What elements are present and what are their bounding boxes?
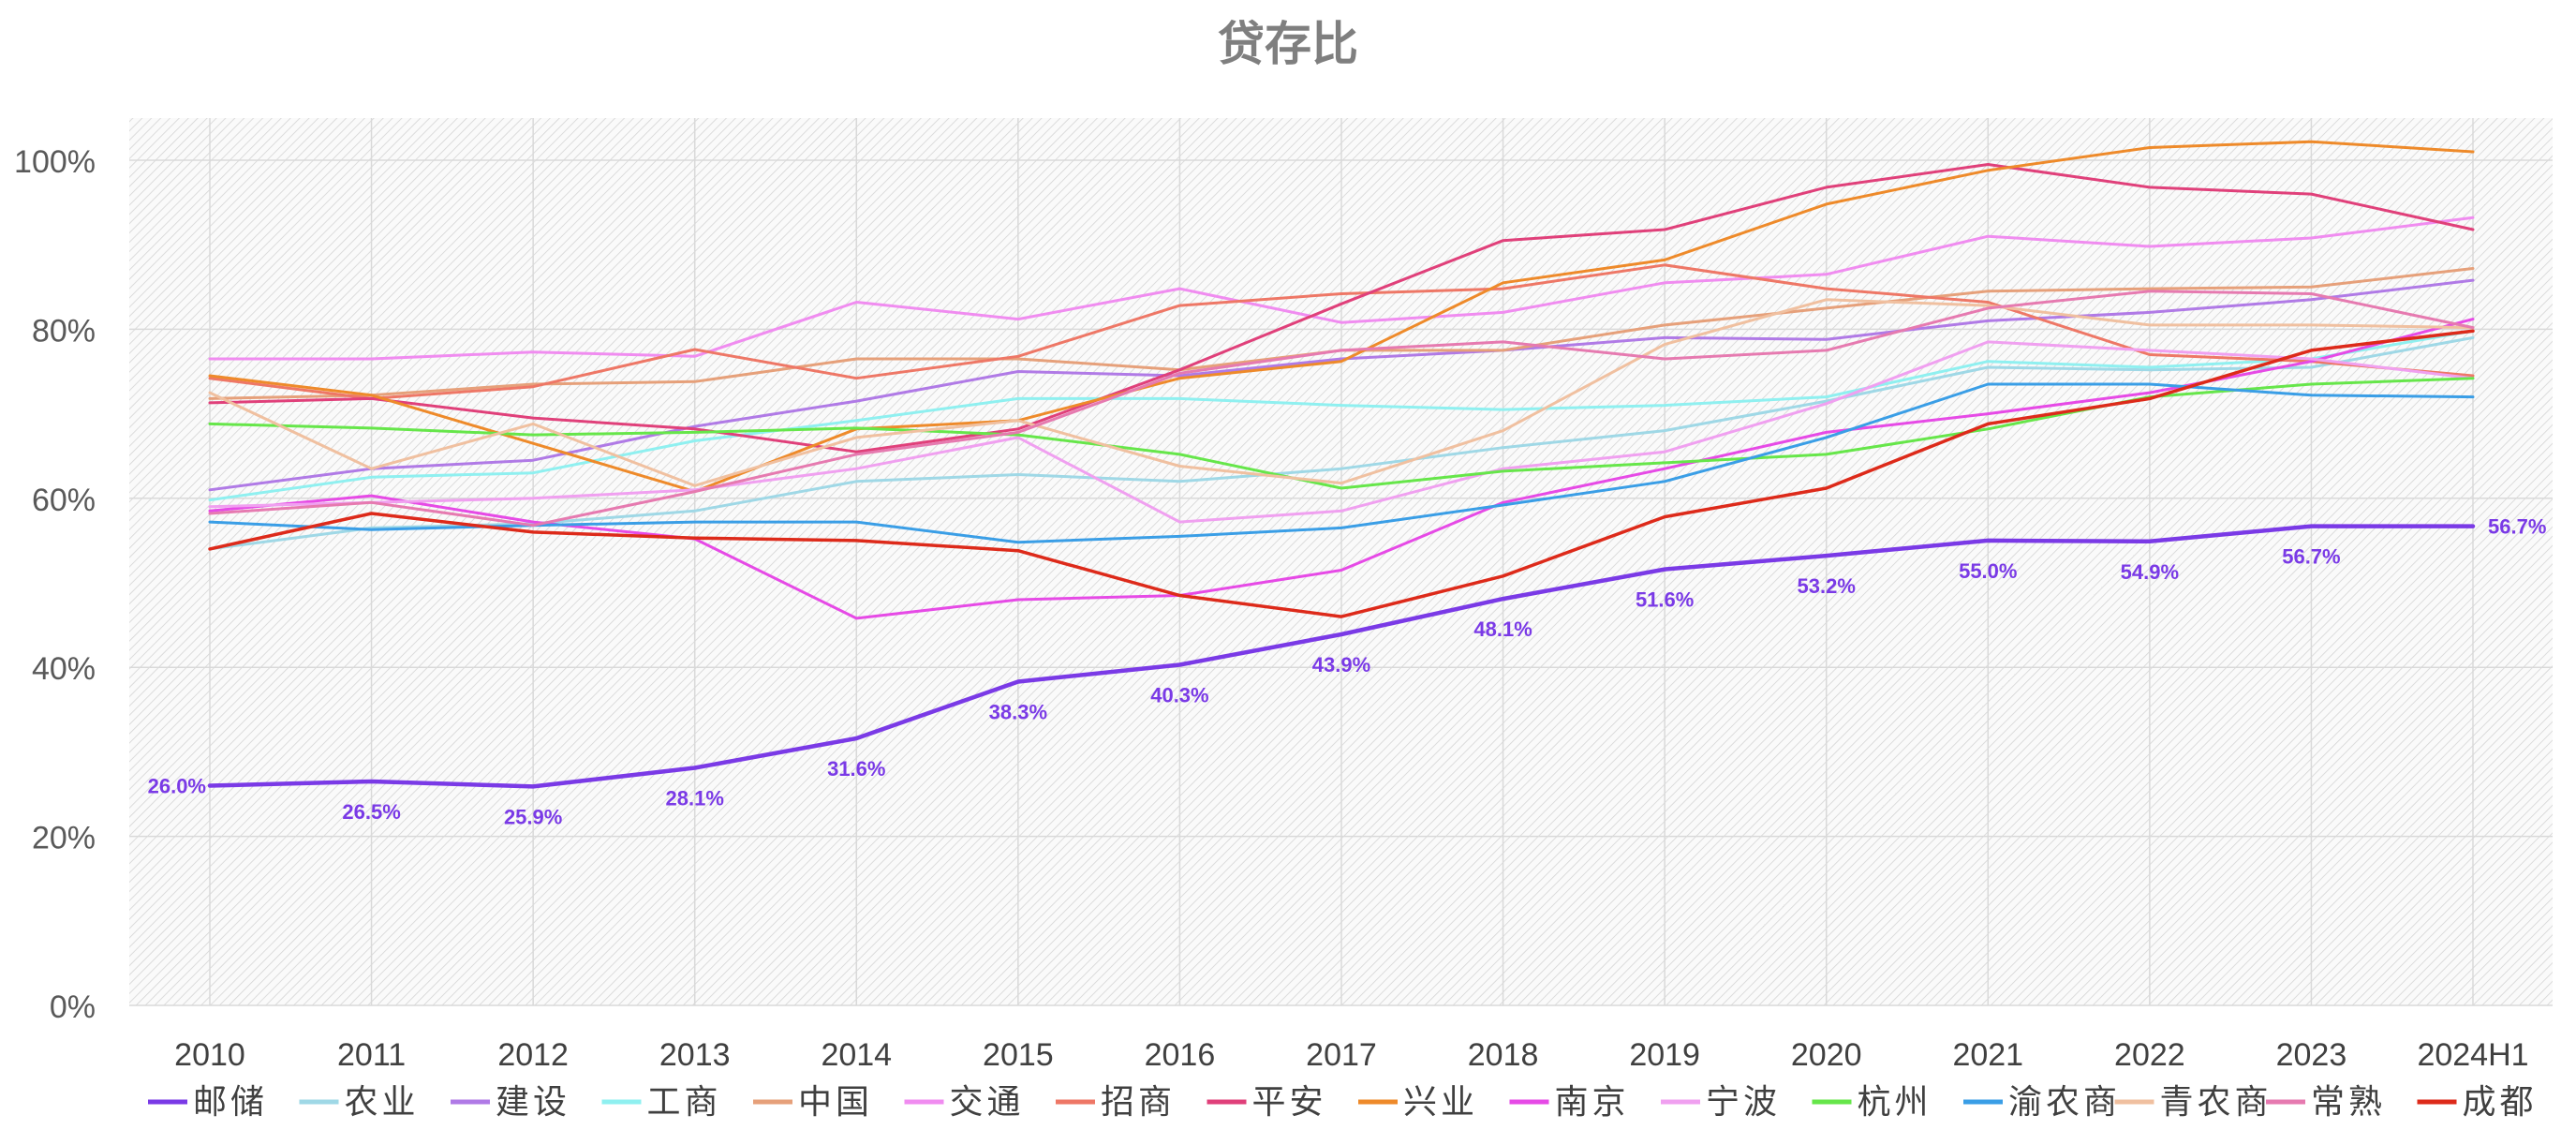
series-line-工商 bbox=[208, 329, 2475, 502]
data-label: 38.3% bbox=[989, 701, 1047, 724]
series-line-南京 bbox=[208, 318, 2475, 620]
series-line-交通 bbox=[208, 216, 2475, 361]
data-label: 48.1% bbox=[1473, 617, 1532, 641]
data-label: 51.6% bbox=[1636, 588, 1694, 612]
data-label: 25.9% bbox=[504, 805, 562, 828]
series-line-平安 bbox=[208, 163, 2475, 454]
data-label: 26.5% bbox=[342, 800, 400, 824]
legend-item-平安: 平安 bbox=[1207, 1083, 1327, 1122]
series-line-邮储 bbox=[207, 524, 2476, 789]
data-label: 28.1% bbox=[666, 787, 724, 810]
legend-item-南京: 南京 bbox=[1509, 1083, 1630, 1122]
x-tick-label: 2017 bbox=[1306, 1037, 1377, 1073]
data-labels: 26.0% 26.5% 25.9% 28.1% 31.6% 38.3% 40.3% 43.9%… bbox=[148, 515, 2547, 829]
y-tick-label: 100% bbox=[14, 144, 96, 180]
x-tick-label: 2018 bbox=[1468, 1037, 1539, 1073]
y-tick-label: 40% bbox=[32, 651, 96, 687]
data-label: 26.0% bbox=[148, 774, 206, 797]
legend-label: 南京 bbox=[1555, 1083, 1630, 1122]
legend-label: 招商 bbox=[1101, 1083, 1176, 1122]
legend-item-青农商: 青农商 bbox=[2114, 1083, 2273, 1122]
legend-item-中国: 中国 bbox=[753, 1083, 873, 1122]
legend-label: 工商 bbox=[647, 1083, 722, 1122]
legend: 邮储 农业 建设 工商 中国 交通 招商 平安 兴业 南京 宁波 杭州 渝农商 青农商 常熟 成都 bbox=[148, 1083, 2538, 1122]
y-tick-label: 60% bbox=[32, 483, 96, 518]
x-tick-label: 2015 bbox=[983, 1037, 1054, 1073]
legend-label: 中国 bbox=[798, 1083, 873, 1122]
data-label: 40.3% bbox=[1150, 683, 1208, 706]
series-line-宁波 bbox=[208, 340, 2475, 524]
legend-item-渝农商: 渝农商 bbox=[1963, 1083, 2121, 1122]
legend-item-交通: 交通 bbox=[904, 1083, 1025, 1122]
legend-item-杭州: 杭州 bbox=[1812, 1083, 1932, 1122]
data-label: 43.9% bbox=[1312, 653, 1370, 677]
series-line-渝农商 bbox=[208, 382, 2475, 544]
y-tick-label: 20% bbox=[32, 821, 96, 856]
legend-item-邮储: 邮储 bbox=[148, 1083, 268, 1122]
legend-label: 建设 bbox=[496, 1083, 570, 1122]
x-tick-label: 2012 bbox=[497, 1037, 569, 1073]
y-axis: 0% 20% 40% 60% 80% 100% bbox=[14, 144, 96, 1025]
x-tick-label: 2022 bbox=[2114, 1037, 2185, 1073]
legend-label: 渝农商 bbox=[2008, 1083, 2121, 1122]
legend-item-兴业: 兴业 bbox=[1358, 1083, 1478, 1122]
data-label: 55.0% bbox=[1959, 559, 2017, 583]
x-tick-label: 2011 bbox=[337, 1037, 406, 1073]
x-tick-label: 2024H1 bbox=[2417, 1037, 2528, 1073]
legend-item-农业: 农业 bbox=[299, 1083, 420, 1122]
series-line-建设 bbox=[208, 278, 2475, 492]
data-label: 54.9% bbox=[2121, 560, 2179, 584]
y-tick-label: 0% bbox=[50, 989, 96, 1025]
series-line-青农商 bbox=[208, 298, 2475, 487]
series-line-成都 bbox=[208, 329, 2475, 618]
x-tick-label: 2019 bbox=[1629, 1037, 1700, 1073]
legend-label: 成都 bbox=[2463, 1083, 2538, 1122]
legend-label: 常熟 bbox=[2311, 1083, 2386, 1122]
series-lines bbox=[207, 140, 2476, 789]
x-axis: 2010 2011 2012 2013 2014 2015 2016 2017 2018 2019… bbox=[174, 1037, 2528, 1073]
data-label: 56.7% bbox=[2488, 515, 2546, 539]
x-tick-label: 2016 bbox=[1145, 1037, 1216, 1073]
legend-label: 邮储 bbox=[193, 1083, 268, 1122]
legend-label: 兴业 bbox=[1403, 1083, 1478, 1122]
legend-item-招商: 招商 bbox=[1056, 1083, 1176, 1122]
legend-item-常熟: 常熟 bbox=[2266, 1083, 2386, 1122]
x-tick-label: 2023 bbox=[2276, 1037, 2347, 1073]
legend-item-建设: 建设 bbox=[451, 1083, 570, 1122]
legend-label: 杭州 bbox=[1858, 1083, 1932, 1122]
legend-label: 宁波 bbox=[1706, 1083, 1781, 1122]
y-tick-label: 80% bbox=[32, 313, 96, 349]
legend-label: 交通 bbox=[950, 1083, 1025, 1122]
grid bbox=[129, 118, 2553, 1006]
series-line-兴业 bbox=[208, 140, 2475, 494]
series-line-招商 bbox=[208, 263, 2475, 400]
data-label: 56.7% bbox=[2282, 545, 2340, 569]
x-tick-label: 2021 bbox=[1952, 1037, 2023, 1073]
legend-item-宁波: 宁波 bbox=[1661, 1083, 1781, 1122]
legend-label: 平安 bbox=[1252, 1083, 1327, 1122]
legend-label: 农业 bbox=[345, 1083, 420, 1122]
legend-label: 青农商 bbox=[2160, 1083, 2273, 1122]
data-label: 31.6% bbox=[827, 757, 885, 781]
x-tick-label: 2010 bbox=[174, 1037, 245, 1073]
series-line-农业 bbox=[208, 335, 2475, 551]
chart-title: 贷存比 bbox=[1218, 17, 1358, 71]
x-tick-label: 2014 bbox=[821, 1037, 892, 1073]
legend-item-工商: 工商 bbox=[601, 1083, 722, 1122]
x-tick-label: 2013 bbox=[659, 1037, 731, 1073]
legend-item-成都: 成都 bbox=[2417, 1083, 2538, 1122]
series-line-常熟 bbox=[208, 290, 2475, 528]
data-label: 53.2% bbox=[1798, 574, 1856, 598]
x-tick-label: 2020 bbox=[1791, 1037, 1862, 1073]
